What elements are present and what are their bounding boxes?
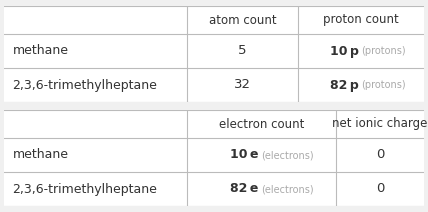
Text: methane: methane <box>12 45 68 57</box>
Text: (protons): (protons) <box>361 46 406 56</box>
Text: 32: 32 <box>234 78 251 92</box>
Text: 2,3,6-trimethylheptane: 2,3,6-trimethylheptane <box>12 78 157 92</box>
Text: 0: 0 <box>376 148 384 162</box>
Text: net ionic charge: net ionic charge <box>332 117 428 131</box>
Text: 10 e: 10 e <box>230 148 261 162</box>
Text: 82 e: 82 e <box>230 183 261 195</box>
Text: 10 p: 10 p <box>330 45 361 57</box>
Text: methane: methane <box>12 148 68 162</box>
Text: (protons): (protons) <box>361 80 406 90</box>
Text: 5: 5 <box>238 45 247 57</box>
Text: 82 p: 82 p <box>330 78 361 92</box>
Text: (electrons): (electrons) <box>261 150 314 160</box>
Text: proton count: proton count <box>323 14 399 26</box>
Text: 2,3,6-trimethylheptane: 2,3,6-trimethylheptane <box>12 183 157 195</box>
Text: electron count: electron count <box>219 117 304 131</box>
Text: atom count: atom count <box>208 14 276 26</box>
Text: (electrons): (electrons) <box>261 184 314 194</box>
Text: 0: 0 <box>376 183 384 195</box>
